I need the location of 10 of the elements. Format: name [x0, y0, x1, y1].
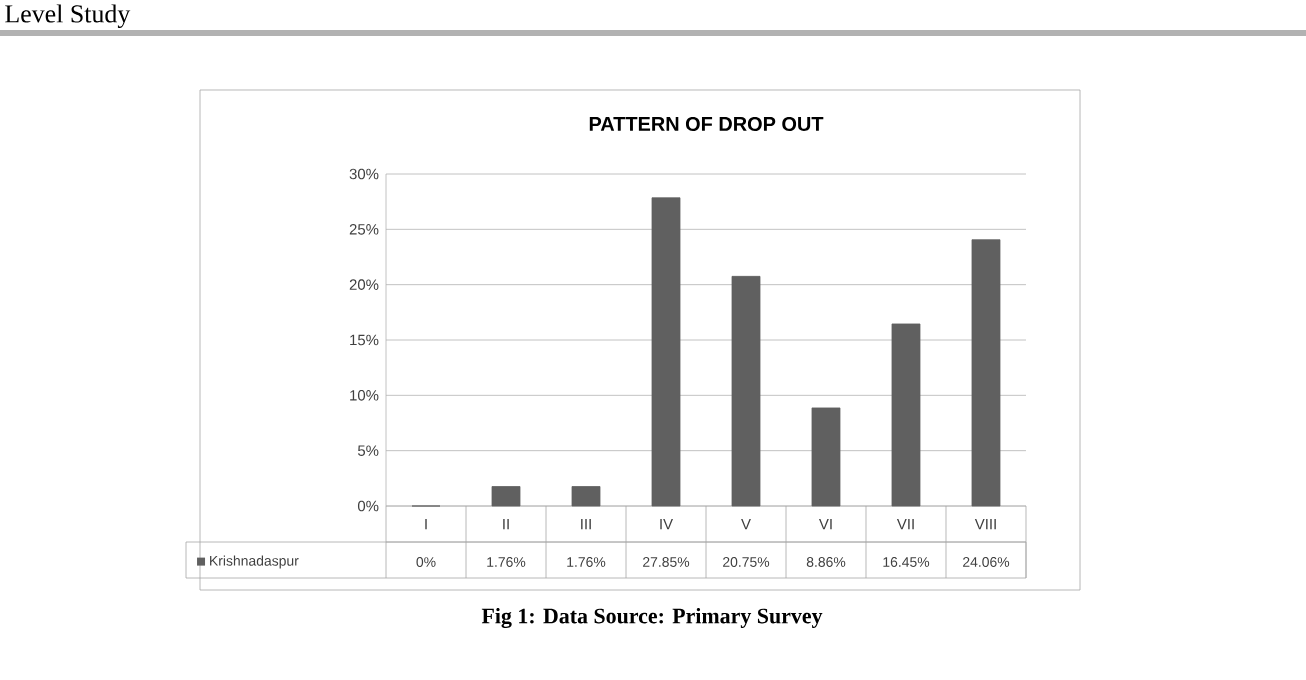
bar — [651, 197, 681, 507]
text: Level Study — [5, 4, 131, 28]
chart-title: PATTERN OF DROP OUT — [589, 116, 824, 131]
caption: Fig 1: Data Source: Primary Survey — [481, 608, 823, 629]
bar — [811, 407, 841, 507]
bar — [731, 275, 761, 507]
bar — [891, 323, 921, 507]
bar — [571, 486, 601, 507]
bar — [491, 486, 521, 507]
bar — [971, 239, 1001, 507]
